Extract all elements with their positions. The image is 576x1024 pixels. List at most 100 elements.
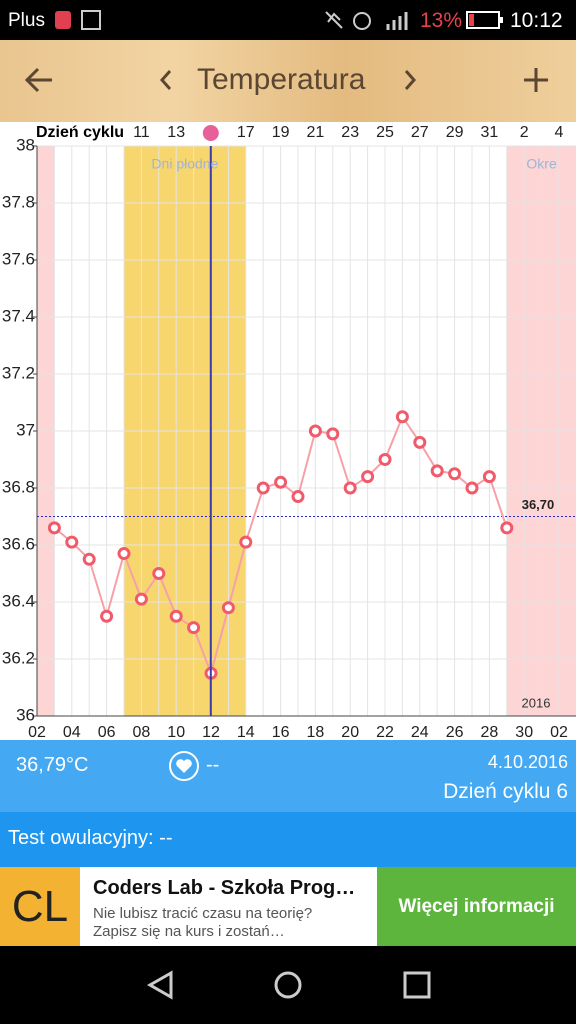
cycle-day-tick: 27 bbox=[411, 124, 429, 141]
clock: 10:12 bbox=[510, 9, 563, 32]
temperature-point bbox=[239, 535, 253, 549]
temperature-point bbox=[500, 521, 514, 535]
y-tick-label: 37.6 bbox=[2, 249, 35, 268]
status-icons bbox=[55, 10, 101, 30]
temperature-point bbox=[482, 470, 496, 484]
nav-back[interactable] bbox=[146, 970, 176, 1000]
temperature-point bbox=[361, 470, 375, 484]
cycle-day-tick: 19 bbox=[272, 124, 290, 141]
cycle-day-tick: 23 bbox=[341, 124, 359, 141]
ad-line: Zapisz się na kurs i zostań… bbox=[93, 923, 285, 940]
y-tick-label: 37.2 bbox=[2, 363, 35, 382]
cycle-day-tick: 4 bbox=[555, 124, 564, 141]
nav-home[interactable] bbox=[273, 970, 303, 1000]
temperature-point bbox=[413, 435, 427, 449]
ad-title: Coders Lab - Szkoła Prog… bbox=[93, 877, 356, 899]
x-tick-label: 18 bbox=[307, 724, 325, 740]
temperature-point bbox=[169, 609, 183, 623]
y-tick-label: 36.6 bbox=[2, 534, 35, 553]
reference-label: 36,70 bbox=[522, 497, 555, 512]
title: Temperatura bbox=[197, 63, 366, 96]
battery-icon bbox=[466, 11, 503, 29]
summary-bar: 36,79°C -- 4.10.2016 Dzień cyklu 6 bbox=[0, 740, 576, 812]
y-tick-label: 36.4 bbox=[2, 591, 35, 610]
x-tick-label: 28 bbox=[481, 724, 499, 740]
ad-button[interactable]: Więcej informacji bbox=[377, 867, 576, 946]
y-tick-label: 36.8 bbox=[2, 477, 35, 496]
x-tick-label: 22 bbox=[376, 724, 394, 740]
temperature-point bbox=[134, 592, 148, 606]
ad-logo: CL bbox=[0, 867, 80, 946]
nav-recent[interactable] bbox=[402, 970, 432, 1000]
cycle-day-tick: 25 bbox=[376, 124, 394, 141]
temperature-point bbox=[187, 621, 201, 635]
x-tick-label: 02 bbox=[550, 724, 568, 740]
x-tick-label: 20 bbox=[341, 724, 359, 740]
temperature-point bbox=[291, 490, 305, 504]
ovulation-icon bbox=[202, 125, 219, 141]
temperature-point bbox=[65, 535, 79, 549]
temperature-point bbox=[274, 475, 288, 489]
temperature-point bbox=[465, 481, 479, 495]
temperature-point bbox=[395, 410, 409, 424]
y-tick-label: 37 bbox=[16, 420, 35, 439]
temperature-point bbox=[308, 424, 322, 438]
temperature-point bbox=[152, 567, 166, 580]
x-tick-label: 30 bbox=[515, 724, 533, 740]
y-tick-label: 36 bbox=[16, 705, 35, 724]
heart-icon[interactable] bbox=[168, 750, 200, 782]
battery-level: 13% bbox=[420, 9, 463, 32]
y-tick-label: 36.2 bbox=[2, 648, 35, 667]
nav-bar bbox=[0, 946, 576, 1024]
cycle-day: Dzień cyklu 6 bbox=[443, 780, 568, 803]
ad-line: Nie lubisz tracić czasu na teorię? bbox=[93, 905, 313, 922]
back-button[interactable] bbox=[24, 65, 56, 95]
band-label: Okre bbox=[526, 156, 557, 172]
temperature-point bbox=[378, 453, 392, 466]
temperature-point bbox=[47, 521, 61, 535]
carrier: Plus bbox=[8, 10, 45, 31]
x-tick-label: 08 bbox=[133, 724, 151, 740]
year: 2016 bbox=[522, 695, 551, 710]
temperature-point bbox=[326, 427, 340, 441]
cycle-day-tick: 21 bbox=[307, 124, 325, 141]
y-tick-label: 37.4 bbox=[2, 306, 35, 325]
temperature-point bbox=[100, 609, 114, 623]
x-tick-label: 02 bbox=[28, 724, 46, 740]
ovulation-test-text: Test owulacyjny: -- bbox=[8, 827, 173, 849]
temperature-point bbox=[221, 601, 235, 615]
temperature-point bbox=[430, 464, 444, 478]
status-bar: Plus 13% 10:12 bbox=[0, 0, 576, 40]
x-tick-label: 10 bbox=[167, 724, 185, 740]
temperature-point bbox=[256, 481, 270, 495]
date: 4.10.2016 bbox=[487, 752, 568, 772]
band-label: Dni płodne bbox=[151, 156, 218, 172]
cycle-day-tick: 29 bbox=[446, 124, 464, 141]
x-tick-label: 04 bbox=[63, 724, 81, 740]
temperature-point bbox=[117, 547, 131, 561]
x-tick-label: 16 bbox=[272, 724, 290, 740]
system-icons bbox=[325, 11, 408, 30]
toolbar: Temperatura bbox=[0, 40, 576, 122]
cycle-day-tick: 13 bbox=[167, 124, 185, 141]
x-tick-label: 12 bbox=[202, 724, 220, 740]
heart-value: -- bbox=[206, 754, 220, 776]
temperature-point bbox=[82, 552, 96, 566]
add-button[interactable] bbox=[522, 66, 550, 94]
temperature: 36,79°C bbox=[16, 754, 89, 776]
x-tick-label: 14 bbox=[237, 724, 255, 740]
prev-button[interactable] bbox=[158, 68, 174, 92]
y-tick-label: 37.8 bbox=[2, 192, 35, 211]
ad-banner[interactable]: CL Coders Lab - Szkoła Prog… Nie lubisz … bbox=[0, 867, 576, 946]
x-tick-label: 26 bbox=[446, 724, 464, 740]
cycle-day-label: Dzień cyklu bbox=[36, 124, 124, 141]
cycle-day-tick: 11 bbox=[133, 124, 150, 141]
y-tick-label: 38 bbox=[16, 135, 35, 154]
ovulation-test[interactable]: Test owulacyjny: -- bbox=[0, 812, 576, 867]
next-button[interactable] bbox=[402, 68, 418, 92]
cycle-day-tick: 31 bbox=[481, 124, 499, 141]
temperature-point bbox=[448, 467, 462, 481]
cycle-day-tick: 2 bbox=[520, 124, 529, 141]
